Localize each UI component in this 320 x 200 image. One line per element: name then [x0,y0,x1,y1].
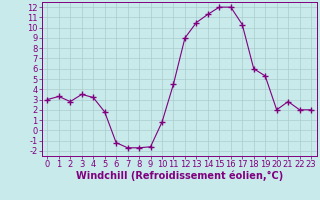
X-axis label: Windchill (Refroidissement éolien,°C): Windchill (Refroidissement éolien,°C) [76,171,283,181]
